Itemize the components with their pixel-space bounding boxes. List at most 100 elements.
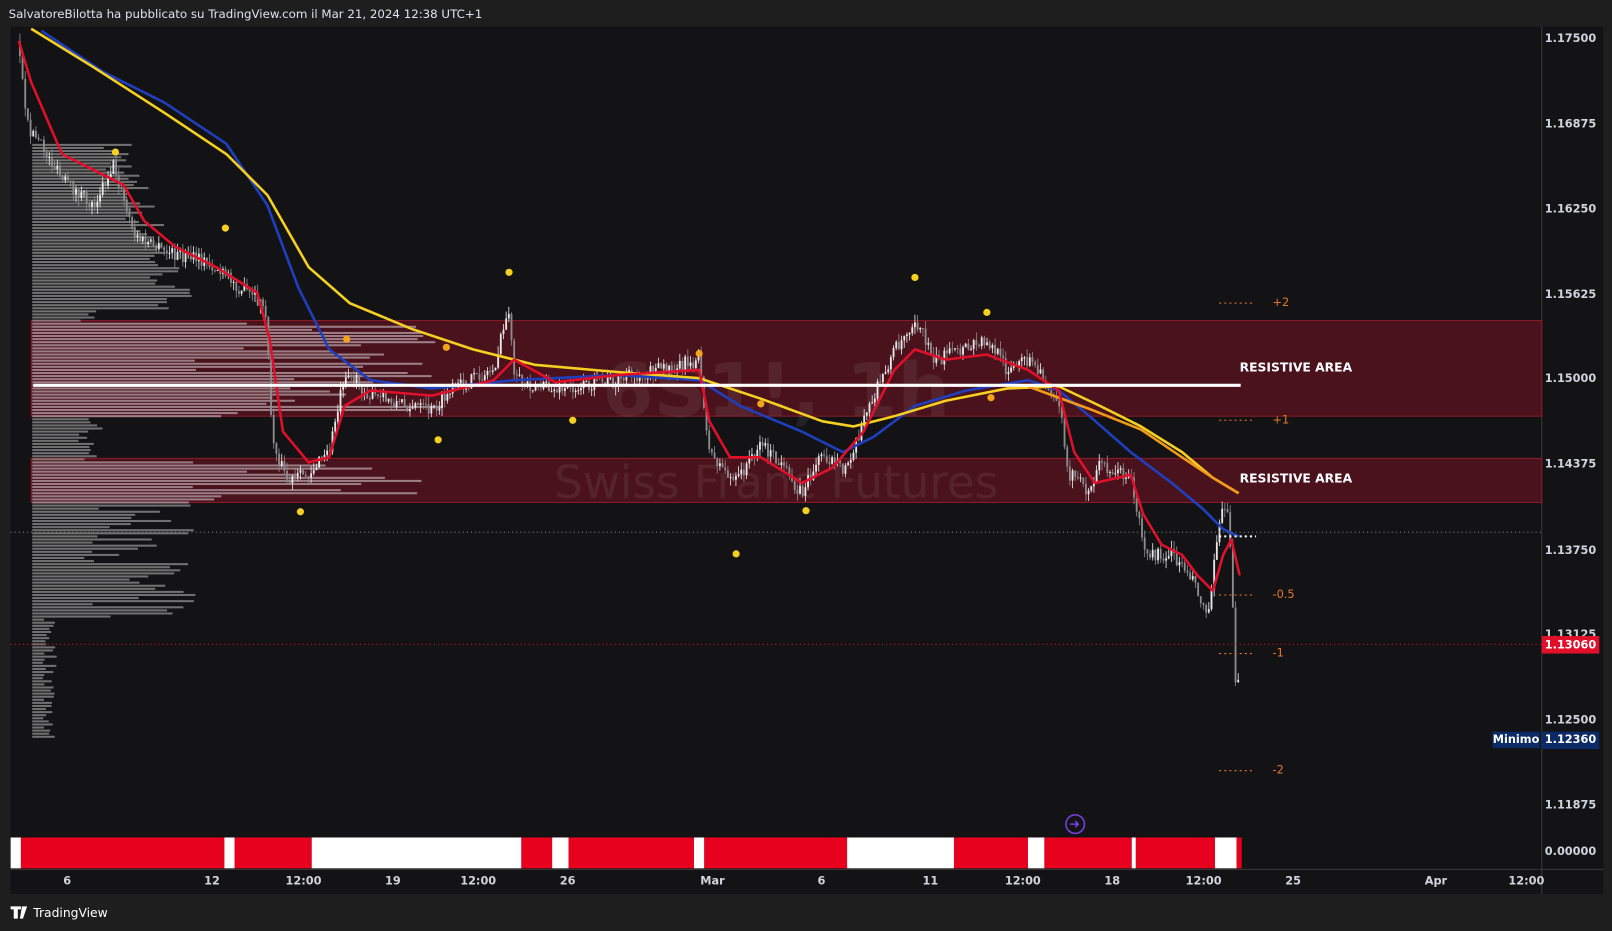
candle-body [45, 151, 48, 158]
profile-bar [32, 298, 167, 301]
candle-body [1135, 497, 1138, 512]
profile-bar [32, 726, 45, 729]
candle-body [29, 119, 32, 137]
candle-body [1026, 357, 1029, 366]
profile-bar [32, 196, 128, 199]
candle-body [360, 385, 363, 394]
candle-body [689, 362, 692, 366]
profile-bar [32, 362, 423, 365]
candle-body [823, 454, 826, 456]
profile-bar [32, 572, 175, 575]
profile-bar [32, 708, 46, 711]
candle-body [1159, 548, 1162, 559]
candle-body [67, 176, 69, 181]
candle-body [1191, 576, 1194, 580]
profile-bar [32, 288, 190, 291]
candle-body [176, 251, 179, 260]
candle-body [299, 469, 302, 473]
candle-body [903, 336, 906, 341]
time-axis-label: 25 [1285, 875, 1301, 888]
candle-body [1175, 553, 1178, 566]
candle-body [1237, 679, 1240, 683]
candle-body [558, 384, 561, 393]
candle-body [668, 365, 671, 373]
profile-bar [32, 418, 89, 421]
candle-body [986, 342, 988, 346]
candle-body [644, 378, 647, 380]
profile-bar [32, 368, 196, 371]
candle-body [307, 476, 310, 478]
candle-body [205, 257, 208, 262]
candle-body [155, 245, 158, 250]
candle-body [662, 363, 665, 369]
candle-body [318, 456, 321, 468]
candle-body [1004, 358, 1007, 375]
candle-body [1055, 397, 1058, 401]
profile-bar [32, 294, 192, 297]
candle-body [1095, 470, 1098, 483]
profile-bar [32, 689, 51, 692]
candle-body [924, 328, 927, 345]
candle-body [1186, 570, 1189, 573]
candle-body [347, 375, 350, 378]
candle-body [59, 165, 61, 176]
profile-bar [32, 251, 166, 254]
profile-bar [32, 513, 136, 516]
candle-body [999, 348, 1002, 356]
candle-body [916, 322, 919, 330]
candle-body [214, 270, 216, 272]
profile-bar [32, 634, 47, 637]
candle-body [820, 454, 823, 457]
profile-bar [32, 593, 196, 597]
candle-body [1002, 355, 1005, 359]
profile-bar [32, 442, 94, 445]
candle-body [785, 465, 788, 468]
candle-body [160, 243, 163, 248]
candle-body [1205, 605, 1208, 613]
candle-body [371, 390, 374, 399]
profile-bar [32, 581, 140, 584]
candle-body [409, 408, 411, 412]
candle-body [590, 389, 593, 391]
indicator-segment [1135, 837, 1215, 869]
replay-icon[interactable] [1065, 814, 1086, 835]
indicator-axis-label: 0.00000 [1545, 845, 1597, 858]
candle-body [839, 460, 842, 464]
candle-body [812, 471, 815, 480]
candle-body [726, 470, 729, 478]
profile-bar [32, 569, 181, 572]
time-axis-label: 6 [817, 875, 825, 888]
profile-bar [32, 671, 54, 674]
candle-body [112, 160, 115, 175]
candle-body [264, 305, 267, 317]
candle-body [133, 226, 136, 238]
swing-marker [983, 308, 991, 316]
candle-body [43, 139, 45, 152]
indicator-segment [20, 837, 225, 869]
candle-body [358, 374, 361, 386]
profile-bar [32, 174, 140, 177]
profile-bar [32, 686, 54, 689]
candle-body [887, 369, 890, 372]
candle-body [767, 443, 769, 457]
profile-bar [32, 723, 53, 726]
profile-bar [32, 211, 142, 214]
candle-body [660, 363, 663, 369]
candle-body [788, 467, 791, 476]
profile-bar [32, 566, 170, 569]
candle-body [751, 454, 753, 457]
candle-body [694, 360, 697, 369]
candle-body [978, 344, 980, 347]
profile-bar [32, 516, 132, 519]
profile-bar [32, 575, 149, 578]
profile-bar [32, 433, 80, 436]
profile-bar [32, 612, 173, 615]
profile-bar [32, 590, 184, 593]
profile-bar [32, 276, 151, 279]
candle-body [1047, 387, 1050, 390]
profile-bar [32, 239, 142, 242]
candle-body [481, 379, 484, 381]
fib-label: +2 [1273, 296, 1290, 309]
zone-annotation: RESISTIVE AREA [1240, 471, 1353, 485]
time-axis-label: 12:00 [1508, 875, 1544, 888]
